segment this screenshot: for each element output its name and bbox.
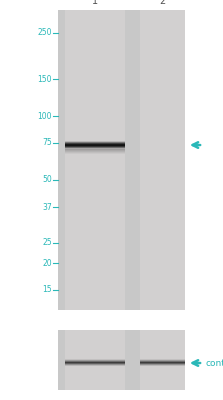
Text: 150: 150 (37, 75, 52, 84)
Text: 75: 75 (42, 138, 52, 147)
Bar (65, 141, 125, 149)
Text: 20: 20 (42, 259, 52, 268)
Text: 25: 25 (42, 238, 52, 248)
Text: 250: 250 (37, 28, 52, 37)
Text: 2: 2 (159, 0, 166, 6)
Text: 100: 100 (37, 112, 52, 121)
Text: 15: 15 (42, 285, 52, 294)
Text: 50: 50 (42, 175, 52, 184)
Text: control: control (205, 358, 223, 368)
Text: 1: 1 (92, 0, 98, 6)
Text: 37: 37 (42, 203, 52, 212)
